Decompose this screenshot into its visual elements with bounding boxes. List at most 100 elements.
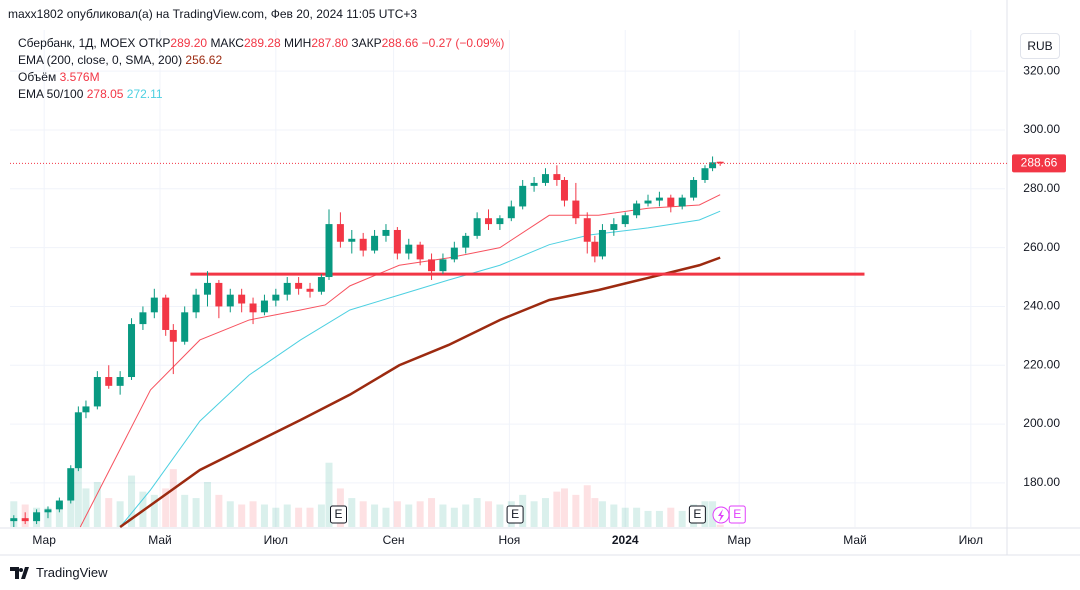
volume-bar (150, 494, 158, 527)
volume-bar (10, 501, 18, 527)
candle-body (485, 218, 493, 225)
volume-bar (93, 482, 101, 527)
volume-bar (317, 504, 325, 527)
volume-bar (260, 504, 268, 527)
x-tick-label: Май (148, 533, 172, 547)
x-tick-label: Июл (959, 533, 983, 547)
candle-body (519, 185, 527, 207)
label: Объём (18, 70, 57, 84)
candle-body (709, 162, 717, 169)
volume-bar (393, 501, 401, 527)
candle-body (306, 288, 314, 292)
footer: TradingView (10, 565, 108, 580)
volume-bar (162, 488, 170, 527)
volume-bar (382, 507, 390, 527)
candle-body (633, 203, 641, 216)
candle-body (74, 412, 82, 469)
volume-bar (128, 475, 136, 527)
volume-bar (541, 498, 549, 527)
x-tick-label: Сен (383, 533, 405, 547)
candle-body (272, 294, 280, 301)
candle-body (215, 282, 223, 307)
last-price-label: 288.66 (1021, 156, 1058, 170)
legend-row: Объём 3.576M (18, 69, 504, 86)
candle-body (473, 218, 481, 236)
y-tick-label: 300.00 (1023, 122, 1060, 136)
x-tick-label: Май (843, 533, 867, 547)
volume-bar (226, 501, 234, 527)
value: 3.576M (59, 70, 100, 84)
legend: Сбербанк, 1Д, MOEX ОТКР289.20 МАКС289.28… (18, 35, 504, 103)
volume-bar (105, 498, 113, 527)
y-tick-label: 320.00 (1023, 63, 1060, 77)
volume-bar (249, 501, 257, 527)
volume-bar (306, 507, 314, 527)
volume-bar (439, 504, 447, 527)
candle-body (150, 297, 158, 313)
volume-bar (272, 507, 280, 527)
candle-body (295, 282, 303, 289)
candle-body (393, 229, 401, 254)
volume-bar (583, 485, 591, 527)
change: −0.27 (−0.09%) (421, 36, 505, 50)
candle-body (93, 377, 101, 407)
event-marker (330, 505, 348, 524)
candle-body (591, 241, 599, 257)
label: МАКС (210, 36, 244, 50)
candle-body (325, 224, 333, 278)
candle-body (169, 329, 177, 342)
volume-bar (473, 498, 481, 527)
volume-bar (82, 488, 90, 527)
volume-bar (203, 482, 211, 527)
candle-body (428, 259, 436, 272)
candle-body (598, 229, 606, 257)
volume-bar (598, 501, 606, 527)
volume-bar (496, 504, 504, 527)
y-tick-label: 180.00 (1023, 475, 1060, 489)
ema-line (119, 210, 721, 528)
volume-bar (55, 504, 63, 527)
volume-bar (416, 501, 424, 527)
volume-bar (215, 494, 223, 527)
value: 256.62 (185, 53, 223, 67)
candle-body (348, 238, 356, 242)
event-label: E (693, 507, 701, 521)
volume-bar (295, 507, 303, 527)
value: 287.80 (311, 36, 349, 50)
logo (10, 566, 29, 579)
y-tick-label: 240.00 (1023, 299, 1060, 313)
label: EMA (200, close, 0, SMA, 200) (18, 53, 183, 67)
candle-body (678, 197, 686, 207)
event-label: E (334, 507, 342, 521)
volume-bar (283, 504, 291, 527)
volume-bar (116, 501, 124, 527)
candle-body (21, 518, 29, 522)
symbol: Сбербанк, 1Д, MOEX (18, 36, 136, 50)
candle-body (128, 324, 136, 378)
candle-body (572, 200, 580, 219)
currency-button[interactable]: RUB (1020, 33, 1060, 59)
volume-bar (591, 498, 599, 527)
candle-body (203, 282, 211, 295)
candle-body (317, 277, 325, 292)
candle-body (583, 218, 591, 242)
event-label: E (733, 507, 741, 521)
volume-bar (359, 501, 367, 527)
candle-body (690, 179, 698, 198)
volume-bar (621, 507, 629, 527)
x-tick-label: Ноя (498, 533, 520, 547)
header: maxx1802 опубликовал(а) на TradingView.c… (8, 7, 418, 21)
volume-bar (553, 491, 561, 527)
candle-body (139, 312, 147, 325)
candle-body (359, 238, 367, 251)
candle-body (55, 500, 63, 510)
legend-row: EMA (200, close, 0, SMA, 200) 256.62 (18, 52, 504, 69)
candle-body (67, 468, 75, 501)
x-tick-label: 2024 (612, 533, 639, 547)
candle-body (667, 197, 675, 207)
event-marker (688, 505, 706, 524)
candle-body (610, 224, 618, 230)
ema-line (79, 194, 721, 528)
